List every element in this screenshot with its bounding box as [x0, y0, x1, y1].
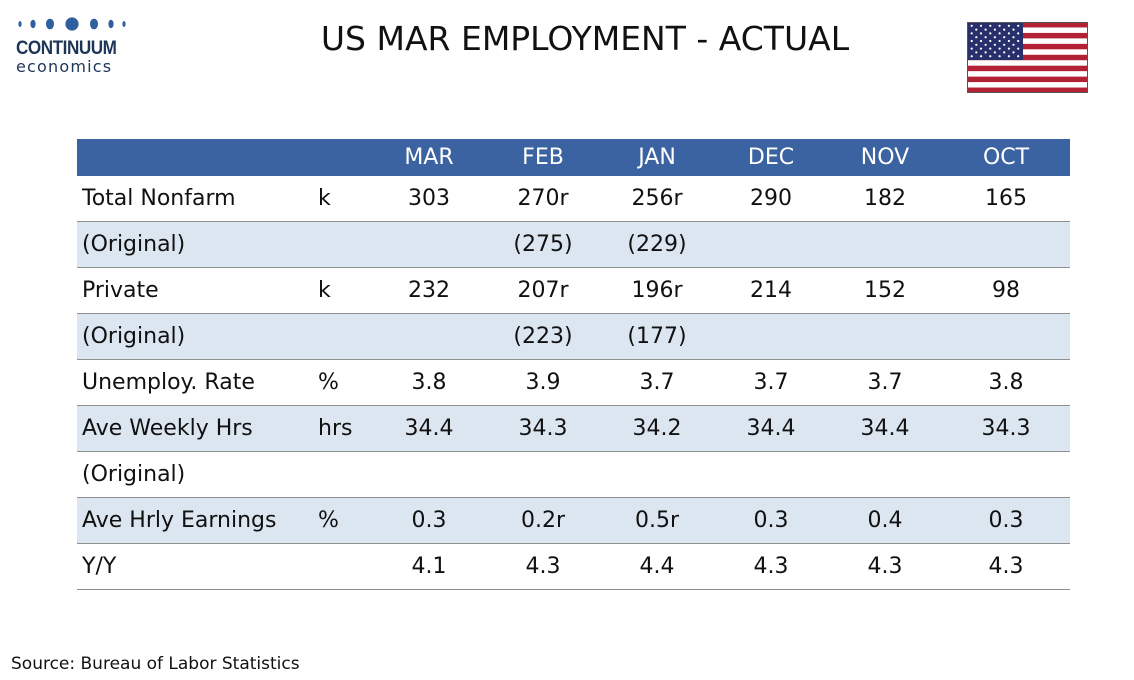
row-unit	[318, 451, 372, 498]
row-unit: k	[318, 267, 372, 314]
table-cell: 256r	[600, 176, 714, 222]
table-cell: 0.3	[372, 497, 486, 544]
table-cell	[942, 221, 1070, 268]
header-unit-cell	[318, 139, 372, 176]
row-label: Ave Hrly Earnings	[77, 497, 318, 544]
table-cell	[828, 221, 942, 268]
table-row: Y/Y 4.1 4.3 4.4 4.3 4.3 4.3	[77, 543, 1070, 590]
table-cell: 290	[714, 176, 828, 222]
table-cell	[372, 451, 486, 498]
table-cell: 34.4	[714, 405, 828, 452]
table-cell	[828, 451, 942, 498]
table-cell: 0.3	[714, 497, 828, 544]
row-label: (Original)	[77, 313, 318, 360]
column-header: DEC	[714, 139, 828, 176]
table-cell: 0.4	[828, 497, 942, 544]
column-header: OCT	[942, 139, 1070, 176]
row-unit: k	[318, 176, 372, 222]
table-cell	[714, 313, 828, 360]
table-row: Ave Weekly Hrs hrs 34.4 34.3 34.2 34.4 3…	[77, 405, 1070, 452]
table-cell: 34.4	[372, 405, 486, 452]
table-cell: 165	[942, 176, 1070, 222]
table-cell: 3.9	[486, 359, 600, 406]
table-row: (Original)	[77, 451, 1070, 498]
table-cell: 4.3	[714, 543, 828, 590]
column-header: MAR	[372, 139, 486, 176]
logo-dots-icon	[18, 17, 126, 31]
table-cell: 3.8	[942, 359, 1070, 406]
table-cell: 4.4	[600, 543, 714, 590]
table-cell: 34.3	[486, 405, 600, 452]
page-title: US MAR EMPLOYMENT - ACTUAL	[320, 19, 850, 58]
brand-sub: economics	[16, 57, 113, 76]
table-cell: (229)	[600, 221, 714, 268]
table-cell	[372, 221, 486, 268]
table-row: (Original) (223) (177)	[77, 313, 1070, 360]
table-cell: (275)	[486, 221, 600, 268]
column-header: NOV	[828, 139, 942, 176]
table-cell: 3.7	[714, 359, 828, 406]
table-cell	[372, 313, 486, 360]
row-unit	[318, 313, 372, 360]
row-label: Y/Y	[77, 543, 318, 590]
table-cell	[486, 451, 600, 498]
table-cell: 232	[372, 267, 486, 314]
row-unit	[318, 543, 372, 590]
continuum-economics-logo: CONTINUUM economics	[14, 14, 134, 76]
table-row: Ave Hrly Earnings % 0.3 0.2r 0.5r 0.3 0.…	[77, 497, 1070, 544]
row-label: (Original)	[77, 451, 318, 498]
table-cell: 270r	[486, 176, 600, 222]
source-note: Source: Bureau of Labor Statistics	[11, 654, 300, 674]
header-label-cell	[77, 139, 318, 176]
table-cell: 3.8	[372, 359, 486, 406]
table-cell: 196r	[600, 267, 714, 314]
table-cell: 152	[828, 267, 942, 314]
table-cell: 34.4	[828, 405, 942, 452]
row-unit: %	[318, 359, 372, 406]
table-cell	[600, 451, 714, 498]
table-row: Private k 232 207r 196r 214 152 98	[77, 267, 1070, 314]
table-cell	[714, 221, 828, 268]
row-label: Ave Weekly Hrs	[77, 405, 318, 452]
table-cell: 3.7	[600, 359, 714, 406]
table-row: Unemploy. Rate % 3.8 3.9 3.7 3.7 3.7 3.8	[77, 359, 1070, 406]
table-cell: 207r	[486, 267, 600, 314]
row-label: Private	[77, 267, 318, 314]
table-cell: 4.3	[486, 543, 600, 590]
table-cell: 4.3	[828, 543, 942, 590]
table-cell: 303	[372, 176, 486, 222]
row-unit: %	[318, 497, 372, 544]
row-unit	[318, 221, 372, 268]
table-cell: 0.2r	[486, 497, 600, 544]
table-row: Total Nonfarm k 303 270r 256r 290 182 16…	[77, 176, 1070, 222]
table-header-row: MAR FEB JAN DEC NOV OCT	[77, 139, 1070, 176]
row-label: Total Nonfarm	[77, 176, 318, 222]
row-label: Unemploy. Rate	[77, 359, 318, 406]
column-header: FEB	[486, 139, 600, 176]
us-flag-icon	[967, 22, 1088, 93]
table-row: (Original) (275) (229)	[77, 221, 1070, 268]
row-unit: hrs	[318, 405, 372, 452]
table-cell: 214	[714, 267, 828, 314]
table-cell: 34.2	[600, 405, 714, 452]
brand-name: CONTINUUM	[16, 38, 117, 59]
table-cell	[714, 451, 828, 498]
table-cell: 4.3	[942, 543, 1070, 590]
table-cell: 0.5r	[600, 497, 714, 544]
table-cell: (223)	[486, 313, 600, 360]
employment-table: MAR FEB JAN DEC NOV OCT Total Nonfarm k …	[77, 139, 1070, 590]
row-label: (Original)	[77, 221, 318, 268]
table-cell: 34.3	[942, 405, 1070, 452]
table-cell: 182	[828, 176, 942, 222]
table-cell	[942, 313, 1070, 360]
column-header: JAN	[600, 139, 714, 176]
table-cell: 4.1	[372, 543, 486, 590]
table-cell: (177)	[600, 313, 714, 360]
table-cell	[942, 451, 1070, 498]
table-cell	[828, 313, 942, 360]
table-cell: 3.7	[828, 359, 942, 406]
table-cell: 0.3	[942, 497, 1070, 544]
table-cell: 98	[942, 267, 1070, 314]
